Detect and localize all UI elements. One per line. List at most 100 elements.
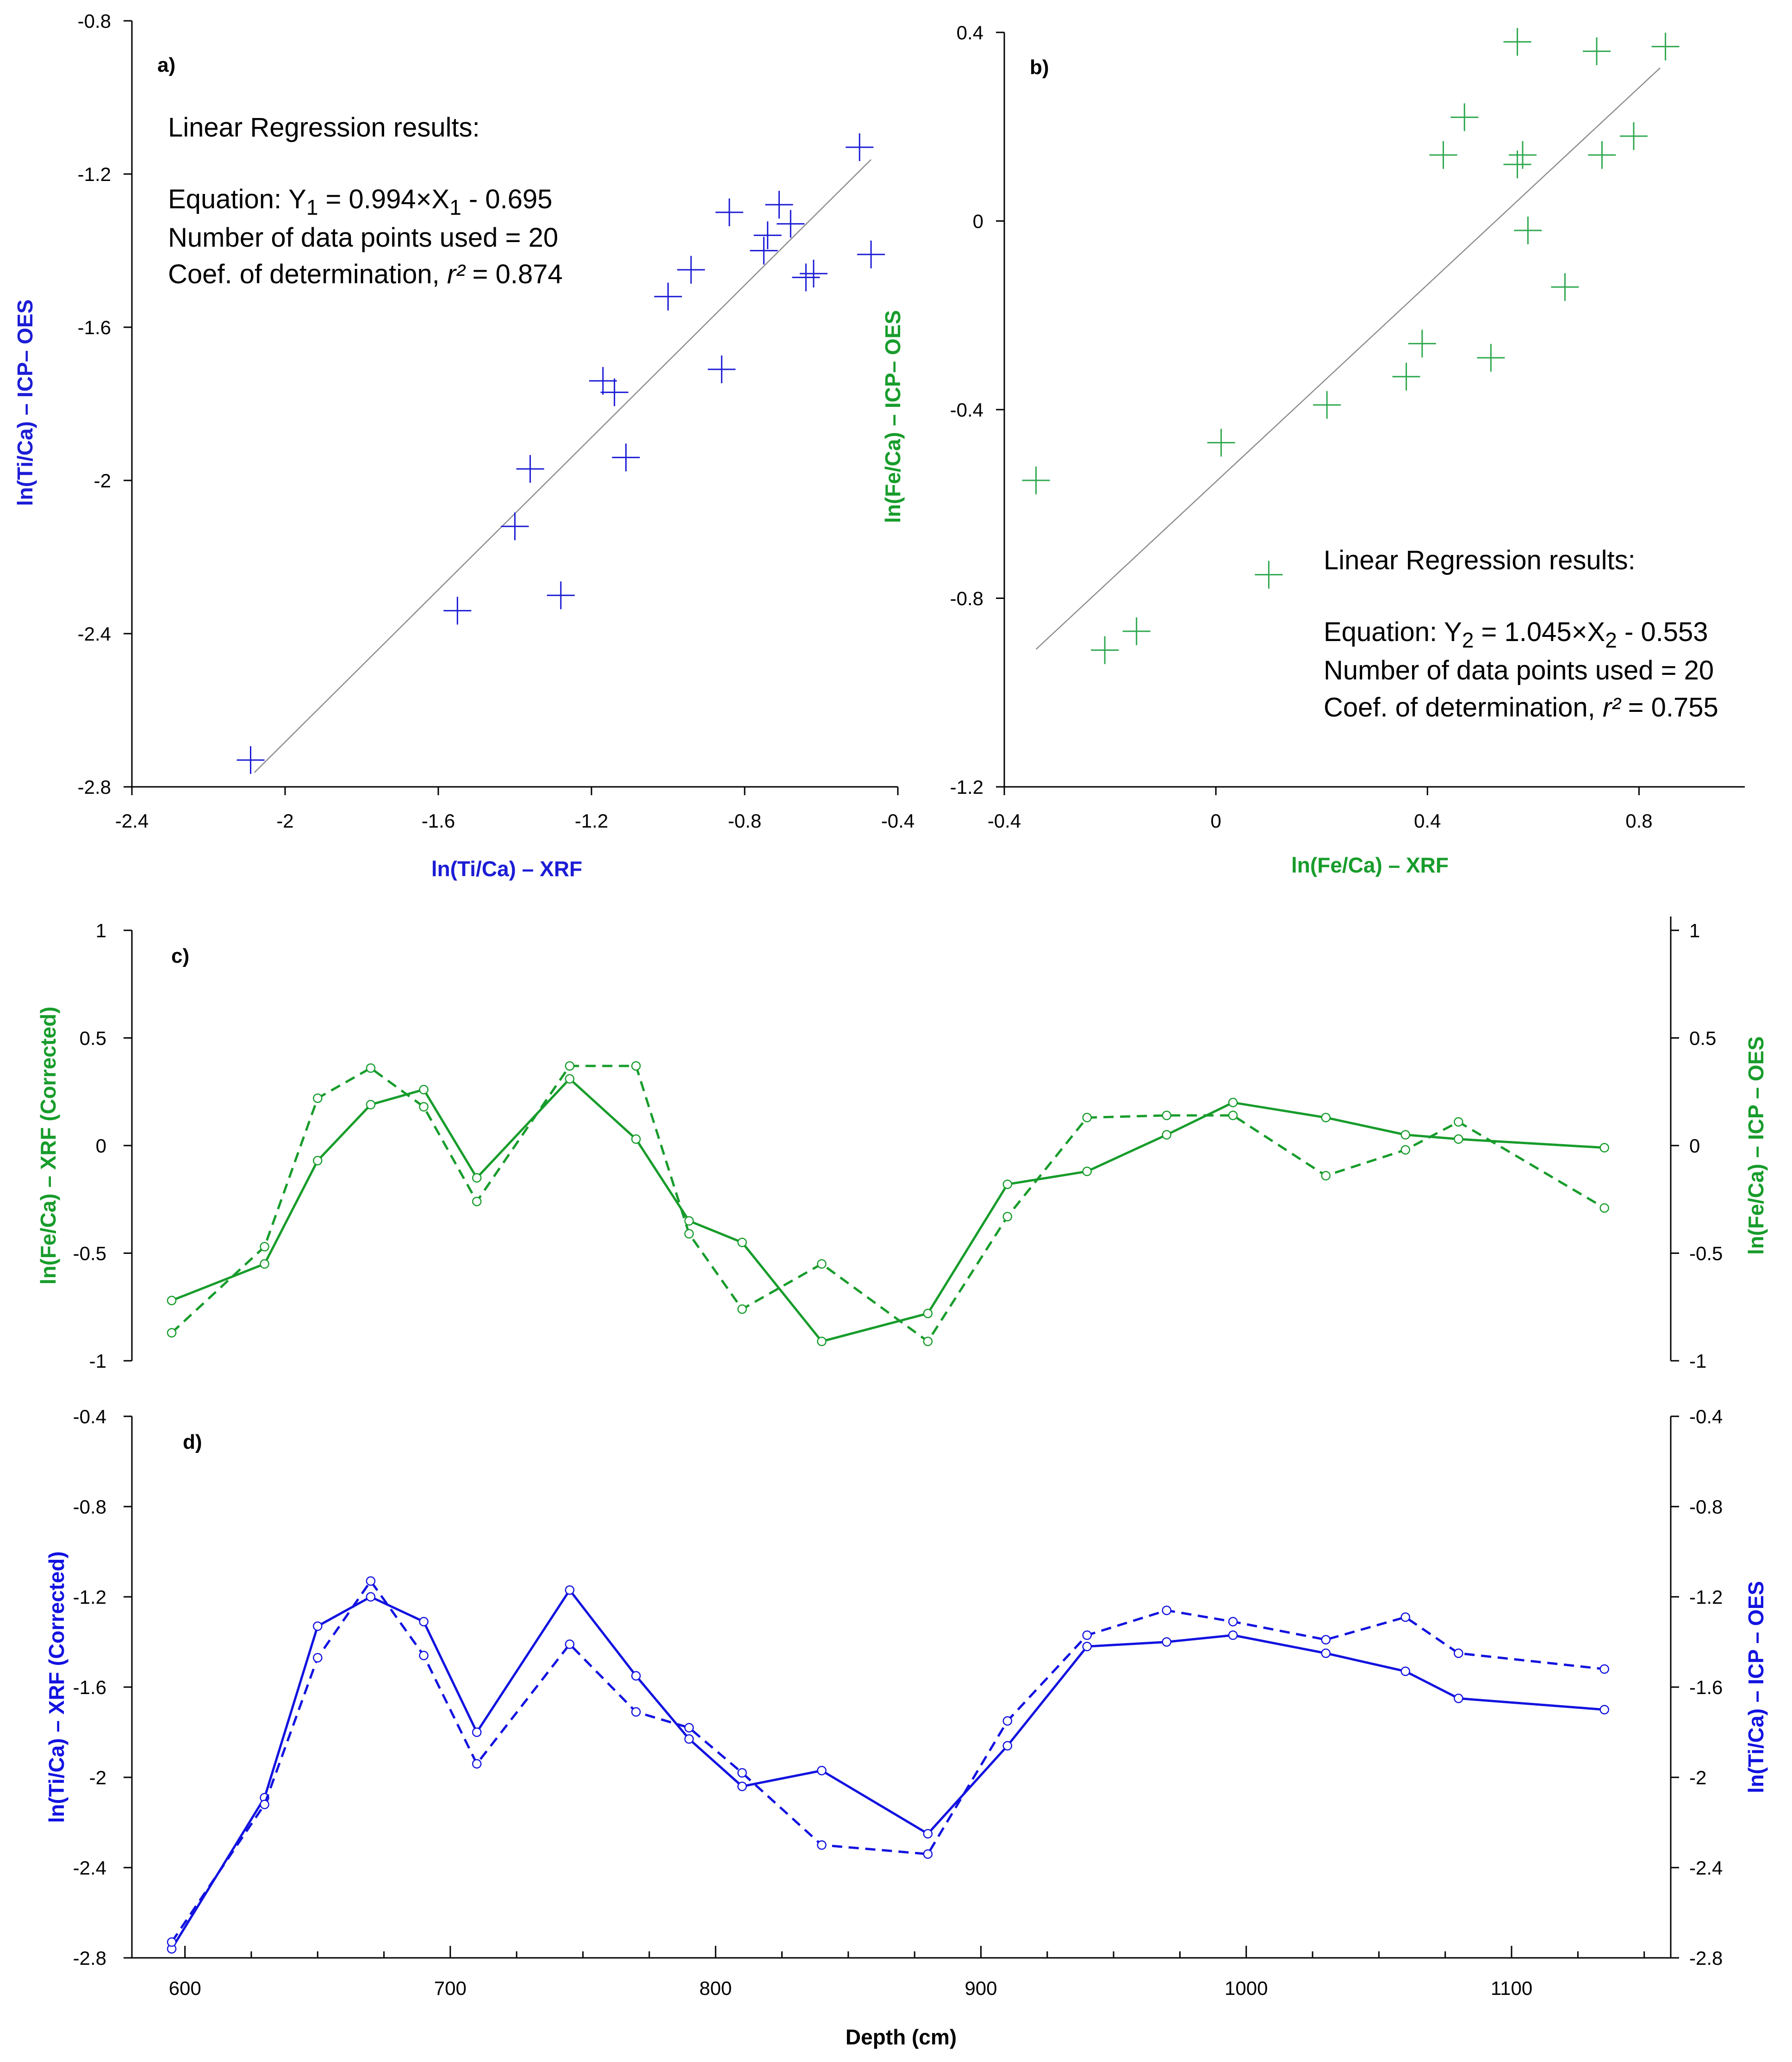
data-point-cross <box>1408 330 1436 358</box>
panel-b-r-squared: Coef. of determination, r² = 0.755 <box>1324 692 1718 723</box>
regression-line <box>1035 67 1661 650</box>
left-y-tick-label: 0.5 <box>80 1028 106 1049</box>
right-y-tick-label: -0.4 <box>1689 1406 1723 1427</box>
data-point-cross <box>1477 343 1505 372</box>
xrf-point <box>631 1134 641 1144</box>
left-y-tick-label: -2 <box>89 1767 106 1788</box>
right-y-tick-label: -0.5 <box>1689 1243 1723 1265</box>
x-tick-label: 700 <box>434 1977 467 1999</box>
panel-a-annotation-title: Linear Regression results: <box>168 112 480 143</box>
panel-d-x-axis-title: Depth (cm) <box>846 2025 957 2049</box>
x-tick-label: 800 <box>699 1977 732 1999</box>
panel-b-regression-annotation: Linear Regression results: Equation: Y2 … <box>1324 545 1718 723</box>
xrf-point <box>684 1734 694 1744</box>
icp-oes-point <box>1321 1171 1331 1181</box>
xrf-point <box>1228 1097 1238 1108</box>
xrf-point <box>1454 1134 1463 1144</box>
xrf-point <box>1400 1130 1410 1140</box>
data-point-cross <box>654 282 682 311</box>
icp-oes-point <box>472 1759 482 1769</box>
icp-oes-series-line <box>170 1579 1605 1943</box>
data-point-cross <box>777 210 805 238</box>
xrf-point <box>631 1671 641 1681</box>
x-tick-label: 0.4 <box>1414 810 1441 832</box>
icp-oes-point <box>631 1707 641 1717</box>
left-y-tick-label: 0 <box>96 1135 106 1157</box>
panel-c-left-axis-title: ln(Fe/Ca) – XRF (Corrected) <box>36 1007 60 1285</box>
data-point-cross <box>846 133 874 162</box>
data-point-cross <box>547 581 575 610</box>
xrf-point <box>565 1585 575 1595</box>
panel-d-left-axis <box>131 1416 1671 1959</box>
x-tick-label: -0.4 <box>988 810 1021 832</box>
icp-oes-point <box>167 1328 177 1338</box>
right-y-tick-label: -1 <box>1689 1350 1706 1372</box>
data-point-cross <box>753 221 782 249</box>
panel-c-right-axis-title: ln(Fe/Ca) – ICP – OES <box>1744 1036 1768 1255</box>
data-point-cross <box>236 746 265 774</box>
y-tick-label: -0.4 <box>950 399 983 421</box>
data-point-cross <box>750 237 778 265</box>
xrf-point <box>1082 1642 1092 1651</box>
xrf-point <box>1228 1630 1238 1640</box>
y-tick-label: -0.8 <box>950 588 983 610</box>
panel-a-regression-annotation: Linear Regression results: Equation: Y1 … <box>168 112 563 289</box>
icp-oes-point <box>313 1093 323 1103</box>
xrf-point <box>1082 1166 1092 1177</box>
panel-b-n-points: Number of data points used = 20 <box>1324 655 1714 685</box>
x-tick-label: 1000 <box>1225 1977 1268 1999</box>
data-point-cross <box>1514 216 1542 244</box>
right-y-tick-label: -0.8 <box>1689 1496 1723 1518</box>
icp-oes-point <box>260 1242 269 1252</box>
panel-d-left-axis-title: ln(Ti/Ca) – XRF (Corrected) <box>44 1551 68 1823</box>
right-y-tick-label: -2 <box>1689 1767 1706 1788</box>
icp-oes-point <box>472 1196 482 1207</box>
xrf-point <box>817 1766 827 1775</box>
left-y-tick-label: -0.5 <box>73 1243 106 1265</box>
right-y-tick-label: -2.8 <box>1689 1947 1723 1969</box>
xrf-point <box>472 1173 482 1183</box>
icp-oes-point <box>167 1937 177 1947</box>
x-tick-label: 600 <box>169 1977 201 1999</box>
xrf-point <box>684 1216 694 1226</box>
panel-d-line-chart: -2.8 -2.8 -2.4 -2.4 -2 -2 -1.6 -1.6 -1.2 -1.2 -0.8… <box>44 1406 1768 2049</box>
regression-line <box>254 159 871 773</box>
panel-a-equation: Equation: Y1 = 0.994×X1 - 0.695 <box>168 184 553 219</box>
data-point-cross <box>799 260 828 288</box>
icp-oes-point <box>1162 1606 1172 1615</box>
data-point-cross <box>1207 429 1235 457</box>
xrf-point <box>1002 1179 1013 1189</box>
icp-oes-point <box>1321 1635 1331 1645</box>
data-point-cross <box>765 191 793 219</box>
icp-oes-point <box>1599 1664 1609 1674</box>
data-point-cross <box>516 455 544 483</box>
right-y-tick-label: -1.6 <box>1689 1676 1723 1698</box>
left-y-tick-label: -0.4 <box>73 1406 106 1427</box>
icp-oes-point <box>631 1061 641 1071</box>
data-point-cross <box>715 198 743 226</box>
data-point-cross <box>1551 273 1579 301</box>
right-y-tick-label: -1.2 <box>1689 1586 1723 1608</box>
icp-oes-point <box>565 1061 575 1071</box>
xrf-point <box>565 1074 575 1084</box>
icp-oes-point <box>1082 1113 1092 1122</box>
panel-b-annotation-title: Linear Regression results: <box>1324 545 1636 575</box>
data-point-cross <box>501 512 529 541</box>
y-tick-label: -1.2 <box>78 163 111 185</box>
panel-c-label: c) <box>171 945 189 967</box>
xrf-point <box>737 1782 747 1791</box>
icp-oes-point <box>1162 1110 1172 1121</box>
xrf-point <box>923 1308 933 1318</box>
data-point-cross <box>1429 141 1457 169</box>
icp-oes-point <box>1228 1110 1238 1121</box>
xrf-point <box>1599 1705 1609 1714</box>
panel-b-label: b) <box>1030 56 1049 79</box>
xrf-point <box>419 1084 429 1095</box>
icp-oes-point <box>817 1840 827 1850</box>
y-tick-label: -1.2 <box>950 776 983 798</box>
icp-oes-point <box>923 1849 933 1859</box>
left-y-tick-label: -1 <box>89 1350 106 1372</box>
data-point-cross <box>600 378 628 406</box>
xrf-point <box>1162 1637 1172 1647</box>
